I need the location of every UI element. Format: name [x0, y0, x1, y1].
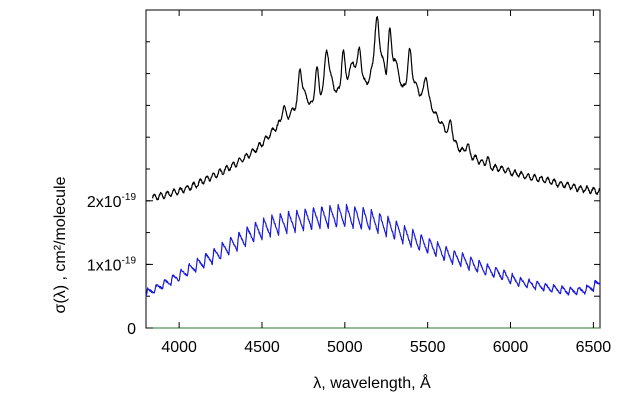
series-line-2: [145, 203, 601, 297]
x-tick-label: 6000: [493, 339, 529, 356]
y-tick-label: 0: [127, 321, 136, 338]
x-tick-label: 4500: [244, 339, 280, 356]
y-axis-title: σ(λ) , cm²/molecule: [52, 176, 69, 313]
x-axis-title: λ, wavelength, Å: [313, 373, 431, 392]
x-tick-label: 4000: [161, 339, 197, 356]
x-tick-label: 5500: [410, 339, 446, 356]
y-tick-label: 2x10-19: [87, 192, 137, 211]
x-tick-label: 6500: [576, 339, 612, 356]
series-group: [145, 16, 601, 297]
series-line-1: [152, 16, 601, 201]
x-axis-ticks: 4000 4500 5000 5500 6000 6500: [161, 10, 611, 356]
x-tick-label: 5000: [327, 339, 363, 356]
y-tick-label: 1x10-19: [87, 255, 137, 274]
